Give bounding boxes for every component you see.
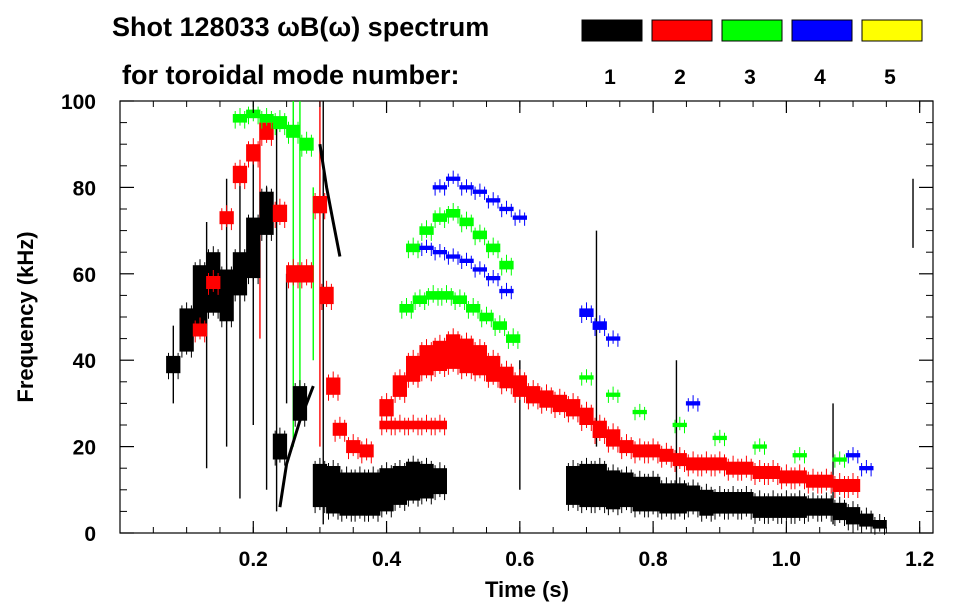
series-n-1 [166,185,887,535]
legend: 1 2 3 4 5 [581,19,923,89]
x-tick-label: 0.8 [639,548,669,571]
legend-label-5: 5 [884,66,896,89]
x-tick-label: 0.4 [372,548,402,571]
y-tick-label: 100 [61,91,96,114]
data-layer [166,103,887,535]
x-tick-label: 1.0 [772,548,801,571]
legend-label-2: 2 [674,66,686,89]
y-tick-label: 20 [73,437,96,460]
x-tick-label: 0.2 [239,548,268,571]
series-n-1-chirp-2 [278,385,315,508]
series-n-1-chirps [318,143,342,257]
series-n-3 [232,103,847,468]
legend-swatch-3 [721,19,783,42]
legend-label-1: 1 [604,66,616,89]
legend-label-4: 4 [814,66,826,89]
y-axis-label: Frequency (kHz) [13,231,38,402]
series-n-2 [192,116,861,498]
x-tick-label: 1.2 [905,548,934,571]
y-tick-label: 60 [73,264,96,287]
y-tick-label: 0 [84,523,96,546]
legend-swatch-5 [861,19,923,42]
series-n-4 [419,170,874,477]
x-axis-label: Time (s) [485,577,569,602]
legend-swatch-4 [791,19,853,42]
axes: 0.2 0.4 0.6 0.8 1.0 1.2 0 20 40 60 80 100 [61,91,934,571]
x-tick-label: 0.6 [505,548,534,571]
legend-swatch-1 [581,19,643,42]
series-line [318,143,342,257]
y-tick-label: 40 [73,350,96,373]
legend-swatch-2 [651,19,713,42]
series-line [278,385,315,508]
legend-label-3: 3 [744,66,756,89]
y-tick-label: 80 [73,177,96,200]
chart-title-line2: for toroidal mode number: [122,60,460,90]
series-n-2-lower [379,414,447,436]
chart-title-line1: Shot 128033 ωB(ω) spectrum [112,12,489,42]
